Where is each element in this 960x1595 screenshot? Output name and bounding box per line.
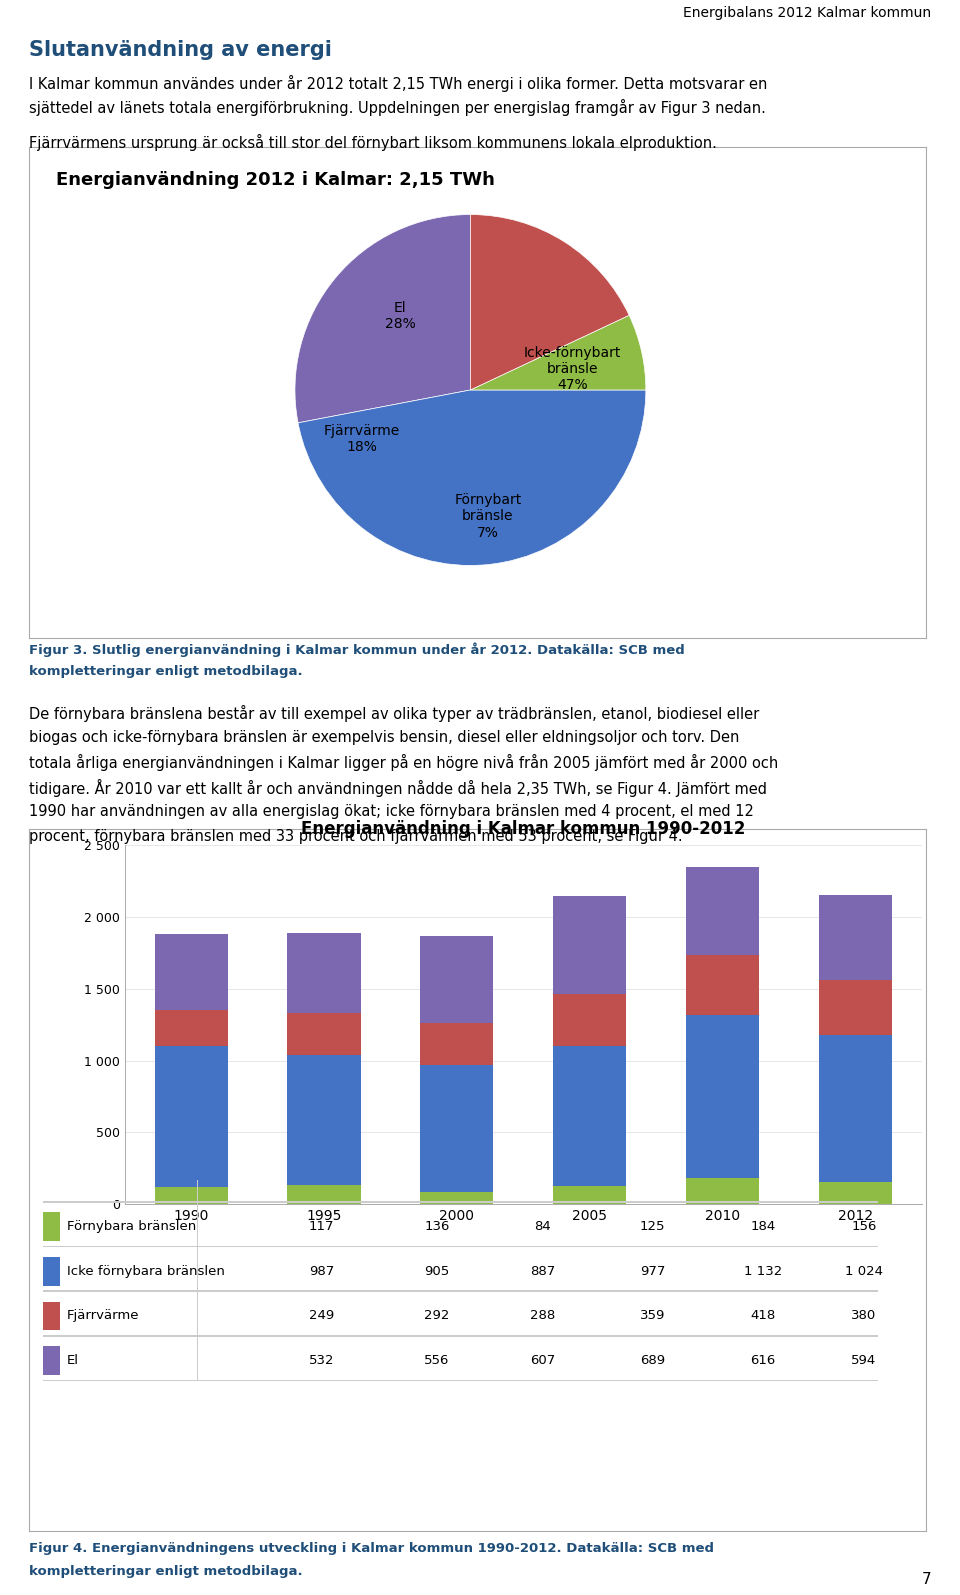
Text: 607: 607 [530, 1354, 555, 1367]
Bar [420, 1065, 493, 1191]
Text: Figur 4. Energianvändningens utveckling i Kalmar kommun 1990-2012. Datakälla: SC: Figur 4. Energianvändningens utveckling … [29, 1542, 714, 1555]
Bar [685, 1177, 759, 1204]
Text: 977: 977 [640, 1265, 665, 1278]
Bar [155, 933, 228, 1010]
Bar [819, 981, 892, 1035]
Bar [819, 895, 892, 981]
Wedge shape [298, 389, 646, 565]
Bar [685, 868, 759, 955]
Bar [819, 1182, 892, 1204]
Text: Fjärrvärme: Fjärrvärme [67, 1309, 140, 1322]
Text: 117: 117 [309, 1220, 334, 1233]
Text: 136: 136 [424, 1220, 449, 1233]
Text: 380: 380 [852, 1309, 876, 1322]
Bar [155, 1010, 228, 1046]
Text: 887: 887 [530, 1265, 555, 1278]
Text: Förnybara bränslen: Förnybara bränslen [67, 1220, 197, 1233]
Text: 905: 905 [424, 1265, 449, 1278]
Bar [287, 933, 361, 1013]
Text: Energianvändning 2012 i Kalmar: 2,15 TWh: Energianvändning 2012 i Kalmar: 2,15 TWh [56, 171, 494, 190]
Wedge shape [470, 214, 629, 389]
Bar [287, 1013, 361, 1054]
Text: sjättedel av länets totala energiförbrukning. Uppdelningen per energislag framgå: sjättedel av länets totala energiförbruk… [29, 99, 766, 116]
Wedge shape [470, 316, 646, 389]
Text: kompletteringar enligt metodbilaga.: kompletteringar enligt metodbilaga. [29, 1565, 302, 1577]
Text: 7: 7 [922, 1573, 931, 1587]
Bar [420, 1024, 493, 1065]
Title: Energianvändning i Kalmar kommun 1990-2012: Energianvändning i Kalmar kommun 1990-20… [301, 820, 745, 839]
Text: 594: 594 [852, 1354, 876, 1367]
Text: De förnybara bränslena består av till exempel av olika typer av trädbränslen, et: De förnybara bränslena består av till ex… [29, 705, 759, 723]
Text: 288: 288 [530, 1309, 555, 1322]
Text: biogas och icke-förnybara bränslen är exempelvis bensin, diesel eller eldningsol: biogas och icke-förnybara bränslen är ex… [29, 729, 739, 745]
Text: totala årliga energianvändningen i Kalmar ligger på en högre nivå från 2005 jämf: totala årliga energianvändningen i Kalma… [29, 754, 778, 772]
Text: Fjärrvärme
18%: Fjärrvärme 18% [324, 424, 399, 455]
Text: 1 132: 1 132 [744, 1265, 782, 1278]
Bar [819, 1035, 892, 1182]
Bar [553, 896, 626, 995]
Bar [553, 1046, 626, 1187]
Text: Förnybart
bränsle
7%: Förnybart bränsle 7% [454, 493, 521, 539]
Bar [420, 936, 493, 1024]
Bar [287, 1185, 361, 1204]
Text: 292: 292 [424, 1309, 449, 1322]
Text: Fjärrvärmens ursprung är också till stor del förnybart liksom kommunens lokala e: Fjärrvärmens ursprung är också till stor… [29, 134, 717, 152]
Text: 359: 359 [640, 1309, 665, 1322]
Wedge shape [295, 214, 470, 423]
Bar [155, 1046, 228, 1187]
Text: 418: 418 [751, 1309, 776, 1322]
Text: Slutanvändning av energi: Slutanvändning av energi [29, 40, 331, 61]
Text: 125: 125 [640, 1220, 665, 1233]
Text: 1 024: 1 024 [845, 1265, 883, 1278]
Bar [420, 1191, 493, 1204]
Text: 987: 987 [309, 1265, 334, 1278]
Bar [553, 1187, 626, 1204]
Text: I Kalmar kommun användes under år 2012 totalt 2,15 TWh energi i olika former. De: I Kalmar kommun användes under år 2012 t… [29, 75, 767, 93]
Bar [287, 1054, 361, 1185]
Text: procent, förnybara bränslen med 33 procent och fjärrvärmen med 53 procent, se Fi: procent, förnybara bränslen med 33 proce… [29, 829, 683, 844]
Text: kompletteringar enligt metodbilaga.: kompletteringar enligt metodbilaga. [29, 665, 302, 678]
Text: 556: 556 [424, 1354, 449, 1367]
Text: 532: 532 [309, 1354, 334, 1367]
Bar [553, 995, 626, 1046]
Text: 184: 184 [751, 1220, 776, 1233]
Text: 84: 84 [534, 1220, 551, 1233]
Text: Icke förnybara bränslen: Icke förnybara bränslen [67, 1265, 225, 1278]
Bar [685, 955, 759, 1016]
Text: 689: 689 [640, 1354, 665, 1367]
Text: Energibalans 2012 Kalmar kommun: Energibalans 2012 Kalmar kommun [684, 5, 931, 19]
Bar [685, 1016, 759, 1177]
Text: 1990 har användningen av alla energislag ökat; icke förnybara bränslen med 4 pro: 1990 har användningen av alla energislag… [29, 804, 754, 818]
Text: tidigare. År 2010 var ett kallt år och användningen nådde då hela 2,35 TWh, se F: tidigare. År 2010 var ett kallt år och a… [29, 778, 767, 798]
Text: Icke-förnybart
bränsle
47%: Icke-förnybart bränsle 47% [523, 346, 621, 392]
Text: 156: 156 [852, 1220, 876, 1233]
Text: 249: 249 [309, 1309, 334, 1322]
Text: El
28%: El 28% [385, 301, 416, 332]
Text: Figur 3. Slutlig energianvändning i Kalmar kommun under år 2012. Datakälla: SCB : Figur 3. Slutlig energianvändning i Kalm… [29, 643, 684, 657]
Bar [155, 1187, 228, 1204]
Text: 616: 616 [751, 1354, 776, 1367]
Text: El: El [67, 1354, 79, 1367]
